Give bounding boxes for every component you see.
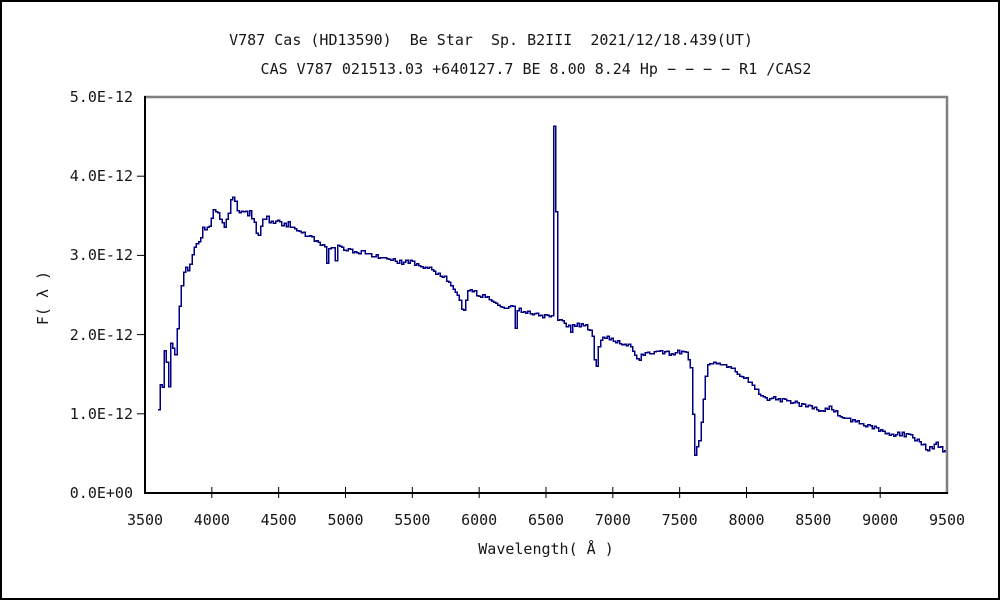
x-tick-label: 7000 [594,511,631,529]
y-tick-label: 2.0E-12 [69,325,133,344]
x-tick-label: 3500 [126,511,164,529]
x-tick-label: 9500 [928,511,966,529]
x-axis-title: Wavelength( Å ) [478,540,614,558]
x-tick-label: 5000 [327,511,364,529]
x-tick-label: 4500 [260,511,297,529]
spectrum-line [157,125,948,456]
x-tick-label: 9000 [862,511,899,529]
y-axis-title: F( λ ) [34,270,52,326]
y-tick-label: 3.0E-12 [69,246,133,265]
y-tick-label: 0.0E+00 [69,484,133,502]
y-tick-label: 4.0E-12 [69,167,133,186]
x-tick-label: 6000 [461,511,498,529]
x-tick-label: 7500 [661,511,698,529]
x-tick-label: 8500 [795,511,832,529]
x-tick-label: 6500 [527,511,565,529]
chart-title-line2: CAS V787 021513.03 +640127.7 BE 8.00 8.2… [260,60,812,78]
chart-title-line1: V787 Cas (HD13590) Be Star Sp. B2III 202… [229,31,753,49]
x-tick-label: 8000 [728,511,765,529]
x-tick-label: 4000 [193,511,230,529]
x-tick-label: 5500 [394,511,431,529]
y-tick-label: 1.0E-12 [69,404,133,423]
y-tick-label: 5.0E-12 [69,88,133,106]
